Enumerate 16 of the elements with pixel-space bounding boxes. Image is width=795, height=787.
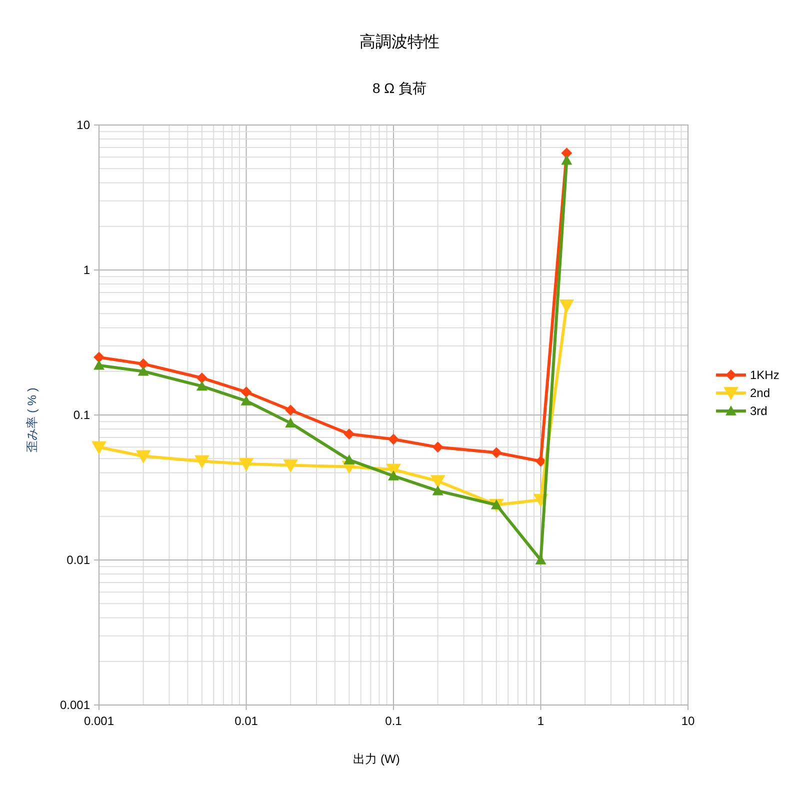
legend-label: 3rd <box>750 404 768 418</box>
x-tick-label: 1 <box>537 714 544 728</box>
legend-label: 1KHz <box>750 368 780 382</box>
x-axis-title: 出力 (W) <box>353 752 400 766</box>
x-tick-label: 0.1 <box>385 714 402 728</box>
chart-title: 高調波特性 <box>360 33 440 51</box>
chart-subtitle: 8 Ω 負荷 <box>372 80 427 96</box>
y-tick-label: 0.1 <box>73 408 90 422</box>
y-tick-label: 0.01 <box>66 553 90 567</box>
x-tick-label: 10 <box>681 714 695 728</box>
y-tick-label: 10 <box>76 118 90 132</box>
x-tick-label: 0.01 <box>234 714 258 728</box>
y-axis-title: 歪み率 ( % ) <box>25 388 39 452</box>
legend-label: 2nd <box>750 386 770 400</box>
y-tick-label: 1 <box>83 263 90 277</box>
y-tick-label: 0.001 <box>60 698 90 712</box>
